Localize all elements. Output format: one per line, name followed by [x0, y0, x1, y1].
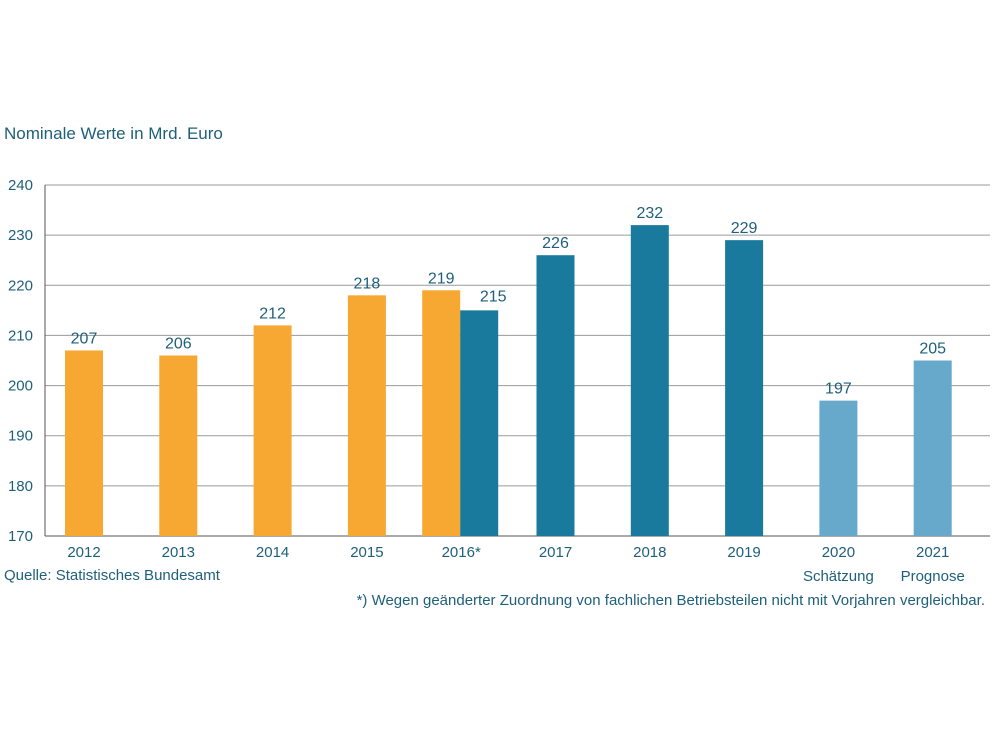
x-tick-label: 2017	[539, 544, 572, 561]
bar-215	[460, 310, 499, 536]
bars	[65, 225, 952, 536]
bar-value-label: 197	[825, 381, 852, 398]
y-tick-label: 180	[8, 478, 33, 495]
source-note: Quelle: Statistisches Bundesamt	[4, 567, 221, 584]
x-tick-label: 2013	[162, 544, 195, 561]
bar-218	[347, 295, 386, 536]
y-tick-label: 230	[8, 227, 33, 244]
bar-value-label: 219	[428, 270, 455, 287]
x-tick-label: 2018	[633, 544, 666, 561]
x-axis-ticks: 2012 2013 2014 2015 2016* 2017 2018 2019 2020 Sch…	[67, 544, 964, 585]
x-tick-sublabel: Schätzung	[803, 568, 874, 585]
x-tick-label: 2016*	[442, 544, 481, 561]
x-tick-label: 2014	[256, 544, 289, 561]
y-tick-label: 190	[8, 428, 33, 445]
bar-207	[65, 350, 103, 536]
x-tick-label: 2012	[67, 544, 100, 561]
bar-value-label: 232	[636, 205, 663, 222]
x-tick-sublabel: Prognose	[901, 568, 965, 585]
x-tick-label: 2021	[916, 544, 949, 561]
y-tick-label: 170	[8, 528, 33, 545]
bar-value-label: 218	[354, 275, 381, 292]
unit-label: Nominale Werte in Mrd. Euro	[4, 124, 223, 143]
y-axis-ticks: 170 180 190 200 210 220 230 240	[8, 177, 33, 545]
footnote: *) Wegen geänderter Zuordnung von fachli…	[357, 592, 985, 609]
bar-212	[253, 325, 292, 536]
bar-197	[819, 400, 858, 536]
y-tick-label: 240	[8, 177, 33, 194]
bar-value-label: 207	[71, 330, 98, 347]
bar-value-label: 215	[480, 288, 507, 305]
bar-value-label: 212	[259, 305, 286, 322]
y-tick-label: 210	[8, 327, 33, 344]
bar-value-label: 205	[919, 341, 946, 358]
y-tick-label: 200	[8, 378, 33, 395]
x-tick-label: 2019	[727, 544, 760, 561]
x-tick-label: 2020	[822, 544, 855, 561]
y-tick-label: 220	[8, 277, 33, 294]
bar-value-label: 229	[731, 220, 758, 237]
bar-219	[422, 290, 461, 536]
bar-206	[159, 355, 198, 536]
bar-205	[913, 360, 952, 536]
bar-229	[725, 240, 764, 536]
gridlines	[44, 184, 990, 537]
x-tick-label: 2015	[350, 544, 383, 561]
bar-value-label: 206	[165, 335, 192, 352]
bar-value-label: 226	[542, 235, 569, 252]
bar-232	[630, 225, 669, 536]
bar-226	[536, 255, 575, 536]
bar-value-labels: 207 206 212 218 219 215 226 232 229 197 205	[71, 205, 946, 398]
